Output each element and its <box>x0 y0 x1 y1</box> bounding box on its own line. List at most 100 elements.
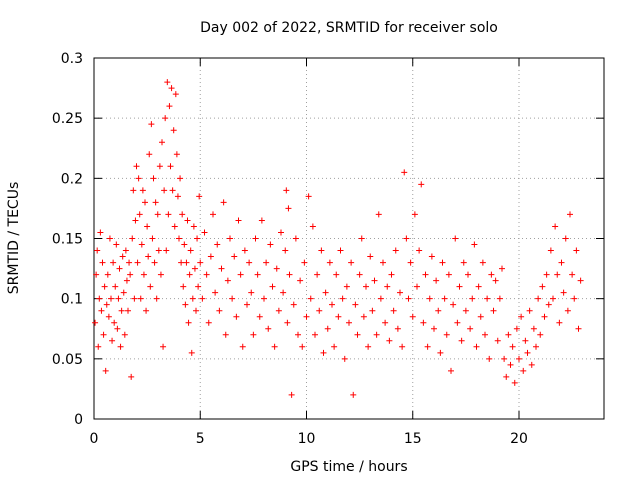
data-point <box>131 295 138 302</box>
data-point <box>254 271 261 278</box>
data-point <box>93 271 100 278</box>
data-point <box>571 295 578 302</box>
data-point <box>486 355 493 362</box>
data-point <box>190 223 197 230</box>
data-point <box>139 187 146 194</box>
data-point <box>484 295 491 302</box>
data-point <box>424 343 431 350</box>
data-point <box>482 331 488 338</box>
data-point <box>197 259 204 266</box>
data-point <box>172 91 179 98</box>
data-point <box>193 307 199 314</box>
data-point <box>123 277 130 284</box>
data-point <box>133 163 140 170</box>
data-point <box>513 325 520 332</box>
data-point <box>297 277 304 284</box>
data-point <box>212 289 219 296</box>
x-tick-label: 15 <box>404 431 422 447</box>
data-point <box>98 307 105 314</box>
data-point <box>354 331 361 338</box>
data-point <box>241 247 248 254</box>
data-point <box>346 319 352 326</box>
data-point <box>282 247 289 254</box>
data-point <box>575 325 582 332</box>
data-point <box>501 355 508 362</box>
data-point <box>196 193 203 200</box>
data-point <box>121 331 128 338</box>
data-point <box>224 277 231 284</box>
data-point <box>530 325 537 332</box>
data-point <box>320 349 327 356</box>
data-point <box>403 235 410 242</box>
data-point <box>292 235 299 242</box>
data-point <box>145 253 152 260</box>
data-point <box>307 295 314 302</box>
data-point <box>116 265 123 272</box>
data-point <box>554 271 561 278</box>
data-point <box>377 295 384 302</box>
data-point <box>422 271 429 278</box>
data-point <box>168 85 175 92</box>
data-point <box>547 247 554 254</box>
data-point <box>118 307 125 314</box>
data-point <box>337 247 344 254</box>
data-point <box>456 283 463 290</box>
data-point <box>144 223 151 230</box>
data-point <box>231 253 238 260</box>
data-point <box>414 283 420 290</box>
data-point <box>171 223 178 230</box>
data-point <box>126 259 133 266</box>
data-point <box>462 307 469 314</box>
data-point <box>265 325 272 332</box>
data-point <box>151 259 158 266</box>
data-point <box>458 337 465 344</box>
data-point <box>499 265 505 272</box>
data-point <box>437 349 444 356</box>
data-point <box>431 325 437 332</box>
data-point <box>92 319 99 326</box>
data-point <box>382 319 389 326</box>
data-point <box>305 193 312 200</box>
data-point <box>237 271 244 278</box>
data-point <box>130 187 137 194</box>
data-point <box>170 127 177 134</box>
data-point <box>96 295 103 302</box>
data-point <box>191 265 198 272</box>
data-point <box>475 283 482 290</box>
data-point <box>384 283 391 290</box>
data-point <box>573 247 580 254</box>
data-point <box>94 247 101 254</box>
data-point <box>187 247 194 254</box>
data-point <box>520 367 527 374</box>
data-point <box>285 205 292 212</box>
data-point <box>104 271 111 278</box>
data-point <box>120 289 127 296</box>
data-point <box>203 271 210 278</box>
data-point <box>471 241 478 248</box>
data-point <box>490 307 497 314</box>
data-point <box>263 259 270 266</box>
data-point <box>479 259 486 266</box>
data-point <box>331 343 338 350</box>
data-point <box>516 355 522 362</box>
data-point <box>227 235 233 242</box>
data-point <box>322 289 329 296</box>
data-point <box>439 259 446 266</box>
data-point <box>169 187 176 194</box>
y-tick-labels: 0 0.05 0.1 0.15 0.2 0.25 0.3 <box>52 51 83 428</box>
data-point <box>443 331 450 338</box>
data-point <box>103 301 110 308</box>
data-point <box>473 343 480 350</box>
data-point <box>163 247 170 254</box>
data-point <box>426 295 433 302</box>
data-point <box>275 307 282 314</box>
data-point <box>267 241 274 248</box>
data-point <box>182 301 189 308</box>
data-point <box>205 319 212 326</box>
data-point <box>188 349 195 356</box>
data-point <box>299 343 306 350</box>
data-point <box>156 163 163 170</box>
data-point <box>367 253 374 260</box>
data-point <box>535 295 542 302</box>
data-point <box>128 373 135 380</box>
